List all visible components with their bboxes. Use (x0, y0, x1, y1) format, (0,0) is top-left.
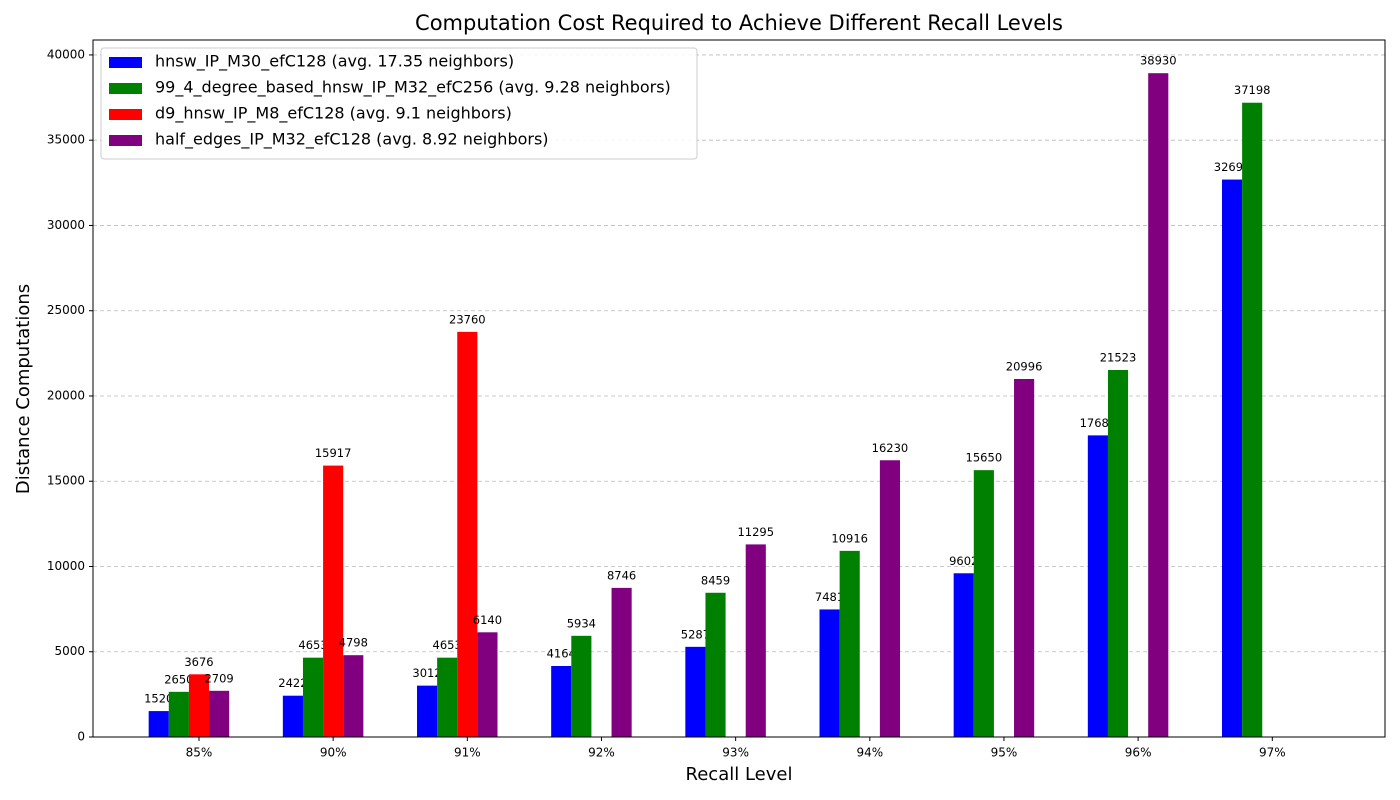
bar (973, 470, 994, 737)
bar (188, 674, 210, 737)
data-label: 6140 (473, 613, 502, 627)
bar (839, 550, 860, 737)
data-label: 5934 (567, 616, 596, 630)
bar (745, 544, 766, 737)
data-label: 2650 (164, 672, 193, 686)
bar (1148, 73, 1169, 737)
chart-title: Computation Cost Required to Achieve Dif… (415, 11, 1063, 35)
bar (1107, 370, 1129, 737)
data-label: 8746 (607, 568, 636, 582)
data-label: 15650 (966, 451, 1003, 465)
data-label: 23760 (449, 312, 486, 326)
data-label: 17689 (1080, 416, 1117, 430)
legend-label: half_edges_IP_M32_efC128 (avg. 8.92 neig… (155, 130, 549, 150)
bar (437, 657, 458, 737)
bar (1014, 378, 1035, 737)
legend-label: d9_hnsw_IP_M8_efC128 (avg. 9.1 neighbors… (155, 104, 512, 124)
bar (685, 646, 706, 737)
legend-swatch (109, 83, 142, 94)
bar (457, 331, 478, 737)
bar (323, 465, 344, 737)
legend-label: 99_4_degree_based_hnsw_IP_M32_efC256 (av… (155, 78, 671, 98)
data-label: 37198 (1234, 83, 1271, 97)
bar (168, 691, 189, 737)
bar (819, 609, 840, 737)
data-label: 2422 (278, 676, 307, 690)
data-label: 3676 (184, 655, 213, 669)
data-label: 15917 (315, 446, 352, 460)
x-tick-label: 95% (991, 746, 1018, 760)
bar (209, 690, 230, 737)
bar (571, 635, 592, 737)
bar (705, 592, 726, 737)
x-tick-label: 96% (1125, 746, 1152, 760)
bar (1221, 179, 1243, 737)
data-label: 21523 (1100, 351, 1137, 365)
data-label: 4164 (547, 646, 576, 660)
data-label: 16230 (872, 441, 909, 455)
bar (1087, 435, 1108, 737)
bar (477, 632, 498, 737)
plot-frame (92, 39, 1386, 738)
data-label: 10916 (831, 531, 868, 545)
y-axis-label: Distance Computations (13, 284, 34, 494)
bar (343, 655, 364, 737)
data-label: 8459 (701, 573, 730, 587)
y-tick-label: 10000 (47, 559, 85, 573)
data-label: 7481 (815, 590, 844, 604)
legend-label: hnsw_IP_M30_efC128 (avg. 17.35 neighbors… (155, 52, 514, 72)
bar (611, 587, 632, 737)
bar (953, 573, 974, 737)
data-label: 38930 (1140, 54, 1177, 68)
x-tick-label: 92% (588, 746, 615, 760)
data-label: 4653 (433, 638, 462, 652)
y-tick-label: 25000 (47, 303, 85, 317)
y-tick-label: 30000 (47, 218, 85, 232)
x-tick-label: 97% (1259, 746, 1286, 760)
data-label: 4653 (298, 638, 327, 652)
bar (551, 665, 572, 737)
bar (417, 685, 438, 737)
legend-swatch (109, 109, 142, 120)
bar (1242, 102, 1263, 737)
data-label: 1520 (144, 692, 173, 706)
legend-swatch (109, 135, 142, 146)
data-label: 2709 (204, 671, 233, 685)
x-tick-label: 94% (856, 746, 883, 760)
x-tick-label: 90% (320, 746, 347, 760)
y-tick-label: 20000 (47, 388, 85, 402)
y-tick-label: 5000 (54, 644, 85, 658)
data-label: 4798 (339, 636, 368, 650)
data-label: 3012 (412, 666, 441, 680)
x-tick-label: 91% (454, 746, 481, 760)
x-tick-label: 85% (186, 746, 213, 760)
y-tick-label: 40000 (47, 47, 85, 61)
data-label: 11295 (737, 525, 774, 539)
legend-box (100, 47, 698, 160)
x-tick-label: 93% (722, 746, 749, 760)
data-label: 20996 (1006, 359, 1043, 373)
y-tick-label: 35000 (47, 133, 85, 147)
bar (282, 695, 303, 737)
legend-swatch (109, 57, 142, 68)
bar (148, 711, 169, 737)
bar (879, 460, 900, 737)
y-tick-label: 0 (77, 730, 85, 744)
bar (302, 657, 324, 737)
y-tick-label: 15000 (47, 474, 85, 488)
data-label: 32692 (1214, 160, 1251, 174)
data-label: 9602 (949, 554, 978, 568)
x-axis-label: Recall Level (686, 764, 793, 785)
data-label: 5287 (681, 627, 710, 641)
